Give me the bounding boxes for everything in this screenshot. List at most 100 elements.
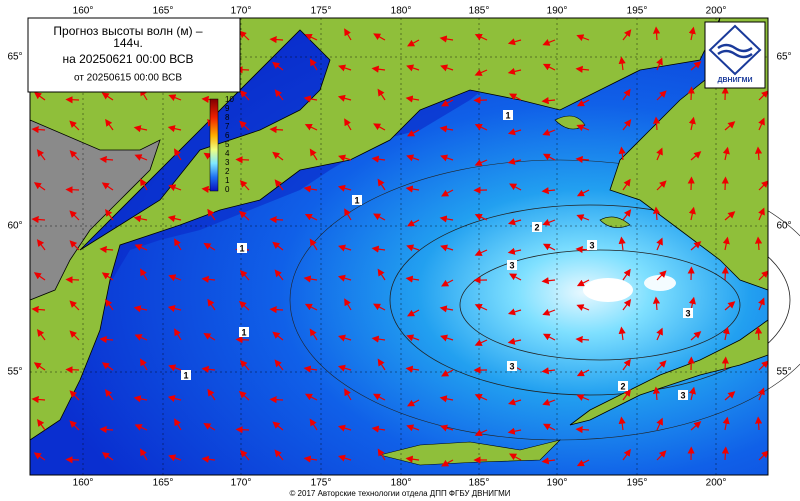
arrow bbox=[474, 33, 488, 41]
arrow bbox=[441, 279, 454, 287]
arrow bbox=[441, 459, 454, 467]
arrow bbox=[652, 26, 661, 41]
arrow bbox=[167, 215, 182, 223]
arrow bbox=[406, 399, 420, 407]
arrow bbox=[508, 398, 522, 406]
contour-label-bg bbox=[507, 260, 517, 270]
arrow bbox=[541, 457, 556, 465]
arrow bbox=[371, 335, 386, 343]
arrow bbox=[274, 179, 284, 191]
arrow bbox=[618, 326, 626, 341]
arrow bbox=[758, 117, 765, 131]
arrow bbox=[724, 391, 736, 401]
arrow bbox=[509, 453, 522, 461]
arrow bbox=[622, 358, 631, 371]
arrow bbox=[656, 360, 667, 371]
arrow bbox=[509, 273, 522, 281]
arrow bbox=[758, 90, 769, 101]
contour-label: 1 bbox=[183, 370, 188, 380]
arrow bbox=[576, 124, 590, 132]
arrow bbox=[576, 459, 590, 467]
arrow bbox=[174, 148, 182, 161]
arrow bbox=[542, 218, 556, 226]
arrow bbox=[69, 300, 80, 311]
lon-label-bottom: 175° bbox=[311, 478, 332, 489]
contour-label: 1 bbox=[354, 195, 359, 205]
arrow bbox=[724, 211, 736, 221]
arrow bbox=[405, 365, 420, 373]
arrow bbox=[134, 244, 148, 251]
arrow bbox=[656, 327, 663, 341]
arrow bbox=[238, 390, 250, 401]
colorbar-label: 9 bbox=[225, 104, 230, 113]
arrow bbox=[406, 64, 420, 72]
contour-label-bg bbox=[532, 222, 542, 232]
arrow bbox=[69, 240, 80, 251]
colorbar-label: 6 bbox=[225, 131, 230, 140]
arrow bbox=[754, 146, 763, 161]
arrow bbox=[541, 367, 556, 375]
arrow bbox=[405, 275, 420, 283]
contour-label: 2 bbox=[620, 381, 625, 391]
arrow bbox=[239, 30, 250, 41]
arrow bbox=[507, 247, 522, 255]
contour-label-bg bbox=[181, 370, 191, 380]
lat-label-left: 60° bbox=[7, 221, 22, 232]
arrow bbox=[542, 423, 556, 431]
arrow bbox=[31, 125, 46, 134]
arrow bbox=[656, 270, 667, 281]
arrow bbox=[344, 298, 352, 311]
arrow bbox=[304, 34, 318, 41]
arrow bbox=[722, 416, 730, 431]
arrow bbox=[656, 180, 667, 191]
arrow bbox=[344, 118, 352, 131]
arrow bbox=[507, 308, 522, 316]
lat-label-left: 55° bbox=[7, 367, 22, 378]
arrow bbox=[337, 274, 352, 282]
colorbar-label: 3 bbox=[225, 158, 230, 167]
contour-label: 3 bbox=[509, 361, 514, 371]
arrow bbox=[406, 244, 420, 252]
arrow bbox=[622, 119, 632, 131]
arrow bbox=[722, 146, 730, 161]
arrow bbox=[309, 58, 318, 71]
arrow bbox=[309, 418, 318, 431]
arrow bbox=[139, 448, 148, 461]
arrow bbox=[104, 389, 114, 401]
arrow bbox=[168, 274, 182, 282]
arrow bbox=[337, 454, 352, 462]
arrow bbox=[441, 369, 454, 377]
arrow bbox=[304, 303, 318, 311]
arrow bbox=[99, 155, 114, 164]
arrow bbox=[509, 93, 522, 101]
arrow bbox=[167, 125, 182, 133]
arrow bbox=[274, 269, 284, 281]
arrow bbox=[439, 215, 454, 223]
arrow bbox=[474, 159, 488, 166]
arrow bbox=[758, 207, 765, 221]
arrow bbox=[269, 125, 284, 134]
arrow bbox=[174, 418, 182, 431]
contour-label: 3 bbox=[680, 390, 685, 400]
lon-label-bottom: 190° bbox=[547, 478, 568, 489]
arrow bbox=[372, 303, 386, 311]
arrow bbox=[406, 309, 420, 317]
arrow bbox=[439, 35, 454, 43]
arrow bbox=[618, 56, 626, 71]
arrow bbox=[688, 116, 696, 131]
arrow bbox=[690, 151, 702, 161]
arrow bbox=[33, 182, 46, 191]
arrow bbox=[139, 268, 148, 281]
lat-label-right: 60° bbox=[776, 221, 791, 232]
land-kamchatka bbox=[29, 119, 161, 301]
arrow bbox=[69, 330, 80, 341]
arrow bbox=[576, 279, 590, 287]
arrow bbox=[304, 393, 318, 401]
arrow bbox=[721, 446, 729, 461]
arrow bbox=[269, 35, 284, 44]
arrow bbox=[542, 243, 556, 251]
contour-label: 3 bbox=[589, 240, 594, 250]
colorbar-label: 1 bbox=[225, 176, 230, 185]
